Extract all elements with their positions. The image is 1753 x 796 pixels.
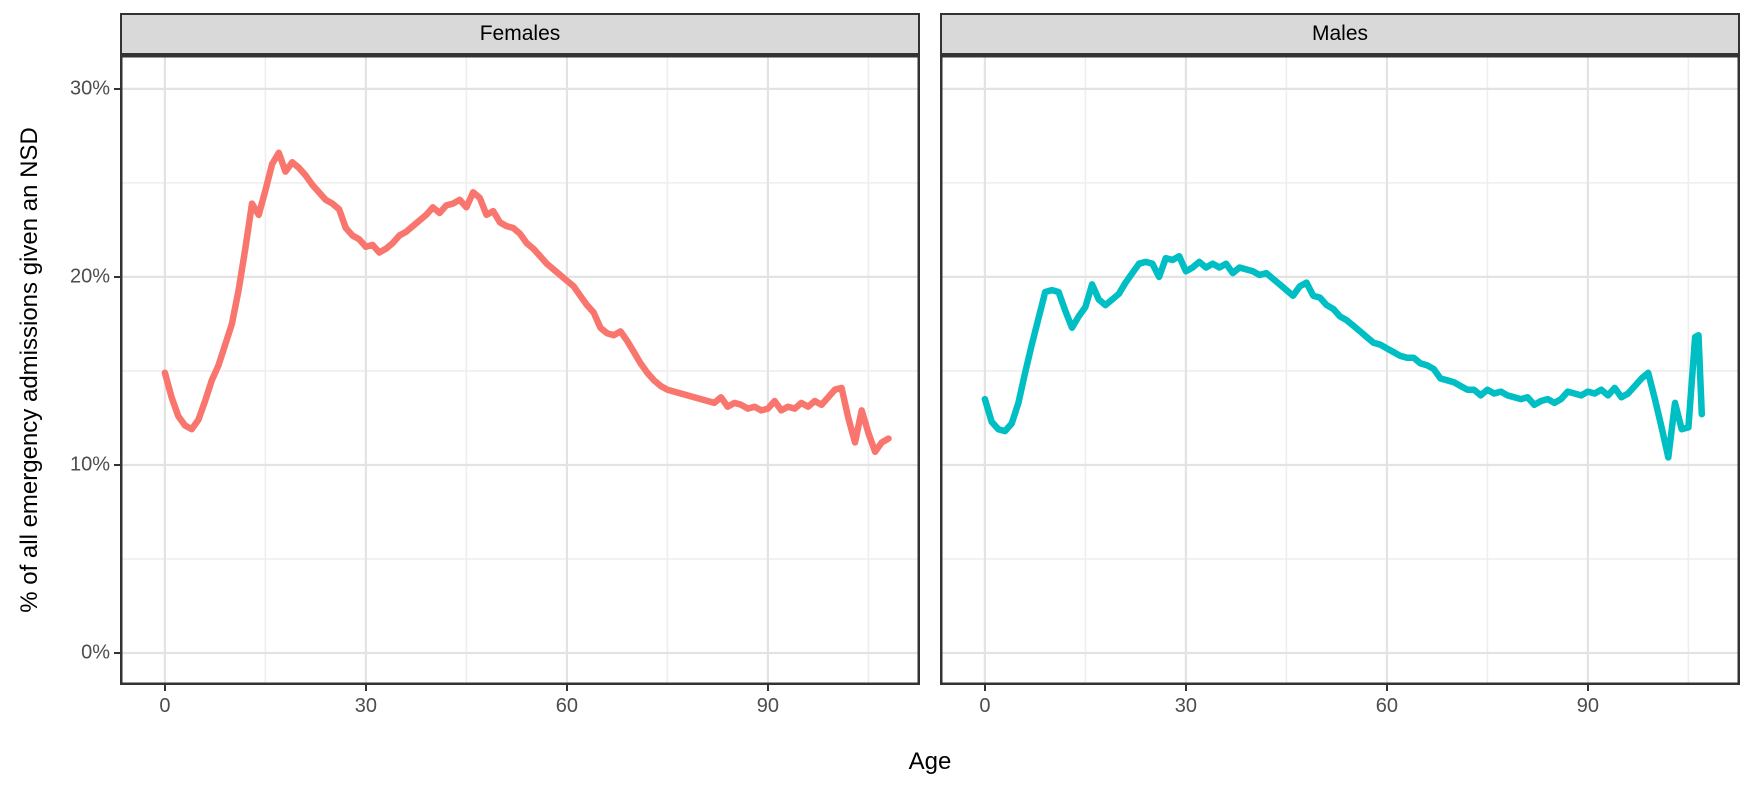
x-tick-label: 0: [159, 695, 171, 717]
y-axis-tick-mark: [114, 275, 120, 278]
facet-males: Males: [940, 13, 1740, 685]
x-tick-label: 30: [1174, 695, 1198, 717]
y-axis-tick-mark: [114, 463, 120, 466]
facet-strip-label: Females: [479, 22, 561, 45]
x-axis-tick-mark: [1184, 685, 1187, 691]
x-tick-label: 60: [1375, 695, 1399, 717]
y-axis-tick-mark: [114, 87, 120, 90]
panel-border: [120, 55, 920, 685]
x-axis-tick-mark: [766, 685, 769, 691]
facet-strip-males: Males: [940, 13, 1740, 55]
x-axis-tick-mark: [1586, 685, 1589, 691]
x-axis-tick-mark: [1385, 685, 1388, 691]
y-axis-title: % of all emergency admissions given an N…: [16, 127, 43, 613]
panel-border: [940, 55, 1740, 685]
x-axis-title: Age: [908, 748, 952, 775]
x-axis-tick-mark: [364, 685, 367, 691]
facet-females: Females: [120, 13, 920, 685]
facet-strip-females: Females: [120, 13, 920, 55]
y-tick-label: 10%: [69, 453, 110, 476]
x-tick-label: 90: [756, 695, 780, 717]
panel-plot-area-males: [940, 55, 1740, 685]
facet-strip-label: Males: [1311, 22, 1369, 45]
x-axis-tick-mark: [983, 685, 986, 691]
x-tick-label: 30: [354, 695, 378, 717]
panel-plot-area-females: [120, 55, 920, 685]
x-axis-tick-mark: [163, 685, 166, 691]
y-axis-tick-mark: [114, 652, 120, 655]
y-tick-label: 0%: [81, 641, 110, 664]
x-tick-label: 60: [555, 695, 579, 717]
males-data-line: [981, 252, 1706, 461]
x-tick-label: 0: [979, 695, 991, 717]
y-tick-label: 20%: [69, 265, 110, 288]
y-tick-label: 30%: [69, 77, 110, 100]
females-data-line: [161, 149, 892, 456]
x-tick-label: 90: [1576, 695, 1600, 717]
x-axis-tick-mark: [565, 685, 568, 691]
